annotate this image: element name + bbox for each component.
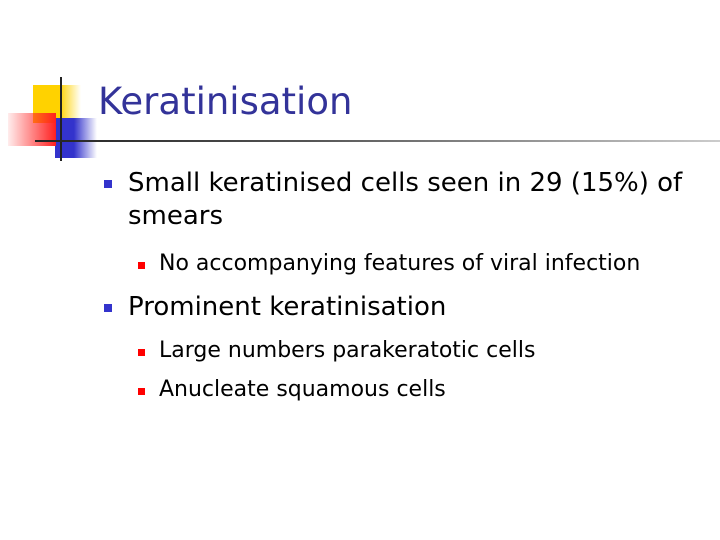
slide-title: Keratinisation bbox=[98, 80, 353, 123]
title-underline bbox=[35, 140, 720, 142]
square-bullet-icon bbox=[138, 388, 145, 395]
sub-bullet-item: No accompanying features of viral infect… bbox=[138, 251, 641, 276]
decorative-vertical-line bbox=[60, 77, 62, 161]
bullet-item: Small keratinised cells seen in 29 (15%)… bbox=[104, 167, 698, 233]
sub-bullet-item: Anucleate squamous cells bbox=[138, 377, 446, 402]
sub-bullet-text: Large numbers parakeratotic cells bbox=[159, 338, 536, 363]
square-bullet-icon bbox=[104, 304, 112, 312]
bullet-item: Prominent keratinisation bbox=[104, 291, 447, 324]
sub-bullet-text: No accompanying features of viral infect… bbox=[159, 251, 641, 276]
square-bullet-icon bbox=[138, 349, 145, 356]
decorative-blue-square bbox=[55, 118, 97, 158]
bullet-text: Small keratinised cells seen in 29 (15%)… bbox=[128, 168, 683, 231]
sub-bullet-text: Anucleate squamous cells bbox=[159, 377, 446, 402]
square-bullet-icon bbox=[104, 180, 112, 188]
bullet-text: Prominent keratinisation bbox=[128, 292, 447, 322]
square-bullet-icon bbox=[138, 262, 145, 269]
sub-bullet-item: Large numbers parakeratotic cells bbox=[138, 338, 536, 363]
